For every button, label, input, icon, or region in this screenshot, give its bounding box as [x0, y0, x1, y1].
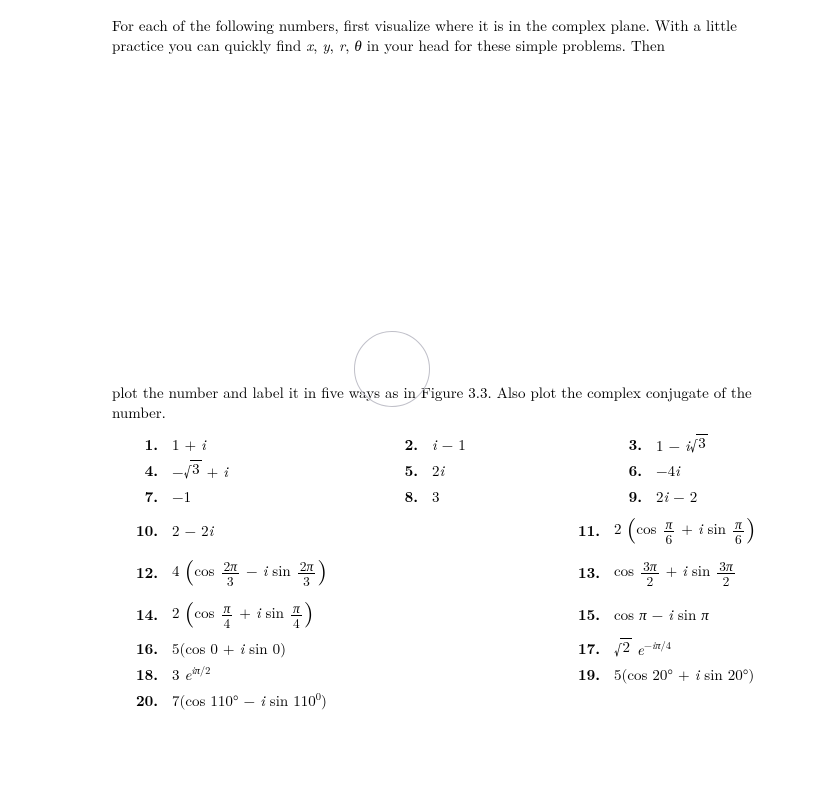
label-3: 3. — [629, 435, 642, 455]
expr-18: 3 eiπ/2 — [172, 665, 210, 685]
row-16-17: 16. 5(cos 0 + i sin 0) 17. 2 e−iπ/4 — [112, 637, 762, 661]
expr-10: 2 − 2i — [172, 521, 213, 541]
var-y: y — [322, 35, 329, 56]
row-12-13: 12. 4 (cos 2π3 − i sin 2π3) 13. cos 3π2 … — [112, 553, 762, 593]
label-5: 5. — [405, 461, 418, 481]
var-theta: θ — [354, 35, 361, 56]
intro-paragraph-top: For each of the following numbers, first… — [112, 16, 762, 57]
expr-17: 2 e−iπ/4 — [614, 638, 671, 660]
label-18: 18. — [136, 665, 158, 685]
expr-2: i − 1 — [432, 435, 466, 455]
expr-6: −4i — [656, 461, 680, 481]
intro-paragraph-bottom: plot the number and label it in five way… — [112, 383, 762, 424]
label-8: 8. — [405, 487, 418, 507]
label-15: 15. — [578, 605, 600, 625]
label-2: 2. — [405, 435, 418, 455]
label-16: 16. — [136, 639, 158, 659]
label-10: 10. — [136, 521, 158, 541]
row-18-19: 18. 3 eiπ/2 19. 5(cos 20° + i sin 20°) — [112, 663, 762, 687]
row-10-11: 10. 2 − 2i 11. 2 (cos π6 + i sin π6) — [112, 511, 762, 551]
expr-5: 2i — [432, 461, 444, 481]
label-9: 9. — [629, 487, 642, 507]
expr-14: 2 (cos π4 + i sin π4) — [172, 601, 314, 629]
label-11: 11. — [578, 521, 600, 541]
expr-20: 7(cos 110° − i sin 1100) — [172, 691, 327, 711]
expr-16: 5(cos 0 + i sin 0) — [172, 639, 286, 659]
problem-list: 1. 1 + i 2. i − 1 3. 1 − i3 4. −3 + i 5.… — [112, 433, 762, 713]
expr-12: 4 (cos 2π3 − i sin 2π3) — [172, 559, 327, 587]
annotation-circle — [354, 331, 430, 407]
comma-3: , — [345, 35, 354, 56]
label-17: 17. — [578, 639, 600, 659]
expr-19: 5(cos 20° + i sin 20°) — [614, 665, 754, 685]
label-4: 4. — [145, 461, 158, 481]
blank-gap — [112, 57, 762, 383]
label-19: 19. — [578, 665, 600, 685]
comma-2: , — [330, 35, 339, 56]
expr-4: −3 + i — [172, 460, 228, 482]
expr-3: 1 − i3 — [656, 434, 708, 456]
label-1: 1. — [145, 435, 158, 455]
row-4-6: 4. −3 + i 5. 2i 6. −4i — [112, 459, 762, 483]
row-20: 20. 7(cos 110° − i sin 1100) — [112, 689, 762, 713]
expr-1: 1 + i — [172, 435, 206, 455]
page: For each of the following numbers, first… — [0, 0, 818, 753]
comma-1: , — [313, 35, 322, 56]
label-20: 20. — [136, 691, 158, 711]
expr-13: cos 3π2 + i sin 3π2 — [614, 559, 737, 587]
label-13: 13. — [578, 563, 600, 583]
expr-7: −1 — [172, 487, 191, 507]
expr-11: 2 (cos π6 + i sin π6) — [614, 517, 756, 545]
label-14: 14. — [136, 605, 158, 625]
expr-8: 3 — [432, 487, 440, 507]
row-1-3: 1. 1 + i 2. i − 1 3. 1 − i3 — [112, 433, 762, 457]
expr-15: cos π − i sin π — [614, 605, 709, 625]
label-12: 12. — [136, 563, 158, 583]
label-7: 7. — [145, 487, 158, 507]
expr-9: 2i − 2 — [656, 487, 697, 507]
intro-top-suffix: in your head for these simple problems. … — [362, 35, 665, 56]
label-6: 6. — [629, 461, 642, 481]
row-7-9: 7. −1 8. 3 9. 2i − 2 — [112, 485, 762, 509]
row-14-15: 14. 2 (cos π4 + i sin π4) 15. cos π − i … — [112, 595, 762, 635]
